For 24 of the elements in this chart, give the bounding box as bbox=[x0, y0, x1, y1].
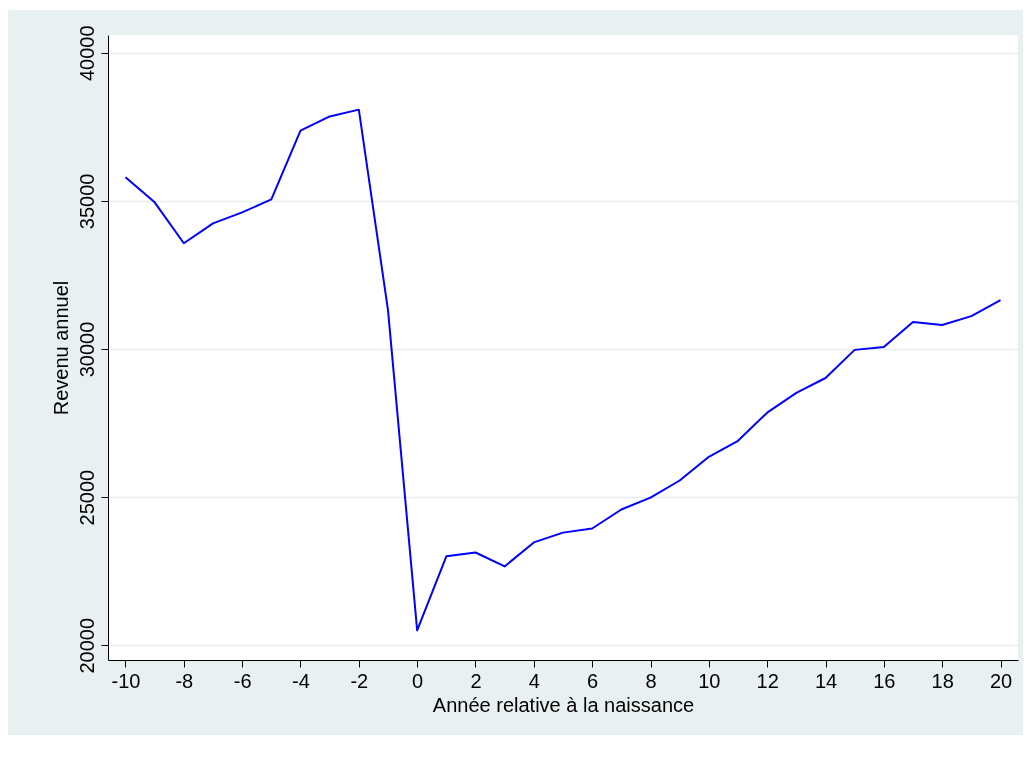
x-tick-label: 6 bbox=[587, 669, 599, 692]
y-tick-label: 30000 bbox=[75, 321, 98, 378]
x-tick-label: -8 bbox=[175, 669, 194, 692]
y-tick-label: 40000 bbox=[75, 25, 98, 82]
x-tick-label: -2 bbox=[350, 669, 369, 692]
x-tick-label: -10 bbox=[111, 669, 141, 692]
x-tick-label: 18 bbox=[931, 669, 954, 692]
y-tick-label: 20000 bbox=[75, 617, 98, 674]
x-tick-label: 2 bbox=[470, 669, 482, 692]
x-axis-title: Année relative à la naissance bbox=[432, 693, 695, 716]
x-tick-label: 14 bbox=[814, 669, 838, 692]
x-tick-label: 10 bbox=[698, 669, 721, 692]
x-tick-label: 20 bbox=[989, 669, 1013, 692]
x-tick-label: -6 bbox=[233, 669, 252, 692]
y-axis-title: Revenu annuel bbox=[49, 280, 72, 416]
x-tick-label: 12 bbox=[756, 669, 779, 692]
x-tick-label: -4 bbox=[292, 669, 310, 692]
y-tick-label: 25000 bbox=[75, 469, 98, 526]
x-tick-label: 4 bbox=[528, 669, 540, 692]
x-tick-label: 16 bbox=[873, 669, 896, 692]
line-series bbox=[124, 108, 1002, 632]
x-tick-label: 8 bbox=[645, 669, 657, 692]
x-tick-label: 0 bbox=[412, 669, 424, 692]
y-tick-label: 35000 bbox=[75, 173, 98, 230]
